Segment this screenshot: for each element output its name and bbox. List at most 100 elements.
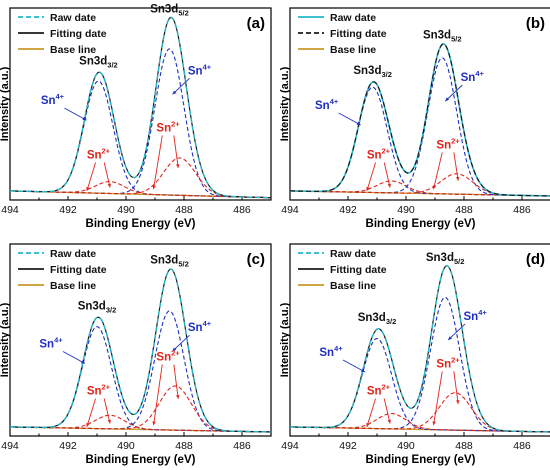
panel-label: (a) xyxy=(247,15,265,32)
peak-label-3d52-subscript: 5/2 xyxy=(451,34,461,43)
peak-label-3d52: Sn3d5/2 xyxy=(426,252,465,266)
raw-data-line xyxy=(289,265,550,433)
panel-label: (b) xyxy=(526,15,545,32)
sn2-arrow-left-2-head xyxy=(107,419,111,424)
sn4-label-right: Sn4+ xyxy=(188,62,212,77)
component-peak-sn2-3 xyxy=(9,385,272,433)
sn2-label-left-main: Sn xyxy=(87,386,102,398)
panel-label: (d) xyxy=(526,251,545,268)
legend-entry: Fitting date xyxy=(330,28,387,40)
legend-entry: Base line xyxy=(50,280,96,292)
peak-label-3d52: Sn3d5/2 xyxy=(150,255,189,269)
legend-entry: Raw date xyxy=(330,248,376,260)
sn2-arrow-right-2-head xyxy=(176,395,180,399)
sn2-label-right: Sn2+ xyxy=(156,349,180,364)
x-tick-label: 494 xyxy=(281,440,299,452)
legend-entry: Fitting date xyxy=(50,264,107,276)
x-tick-label: 492 xyxy=(59,440,77,452)
peak-label-3d32: Sn3d3/2 xyxy=(78,301,117,315)
sn2-arrow-left-1-head xyxy=(366,186,370,191)
sn4-arrow-right xyxy=(444,84,463,102)
peak-label-3d52-subscript: 5/2 xyxy=(454,257,464,266)
peak-label-3d32-subscript: 3/2 xyxy=(381,70,391,79)
sn2-label-left-main: Sn xyxy=(87,150,102,162)
x-tick-label: 494 xyxy=(281,204,299,216)
sn4-label-right-main: Sn xyxy=(461,72,476,84)
peak-label-3d52-subscript: 5/2 xyxy=(178,8,188,17)
sn2-arrow-left-1 xyxy=(366,162,376,192)
sn2-label-right: Sn2+ xyxy=(156,119,180,134)
sn2-label-right-superscript: 2+ xyxy=(171,119,180,128)
sn2-arrow-right-1 xyxy=(433,152,443,190)
x-tick-label: 492 xyxy=(339,440,357,452)
sn4-label-right-main: Sn xyxy=(464,311,479,323)
sn4-arrow-left-head xyxy=(82,116,87,121)
sn2-label-right-superscript: 2+ xyxy=(171,349,180,358)
sn4-label-left-main: Sn xyxy=(41,95,56,107)
sn4-arrow-left-head xyxy=(356,121,361,126)
sn2-arrow-left-2 xyxy=(383,162,391,188)
x-tick-label: 488 xyxy=(175,204,193,216)
x-tick-label: 490 xyxy=(397,204,415,216)
peak-label-3d32-subscript: 3/2 xyxy=(106,306,116,315)
sn4-label-left: Sn4+ xyxy=(39,335,63,350)
sn4-arrow-right-head xyxy=(448,336,452,340)
peak-label-3d52: Sn3d5/2 xyxy=(423,29,462,43)
sn2-label-left: Sn2+ xyxy=(87,383,111,398)
sn2-label-right-main: Sn xyxy=(156,122,171,134)
x-tick-label: 490 xyxy=(117,440,135,452)
sn2-label-right-main: Sn xyxy=(436,139,451,151)
legend-entry: Raw date xyxy=(330,12,376,24)
sn2-arrow-right-1 xyxy=(153,135,163,190)
sn2-arrow-left-2 xyxy=(103,162,111,188)
sn2-arrow-right-2-head xyxy=(455,400,460,404)
sn2-label-left-superscript: 2+ xyxy=(102,147,111,156)
peak-label-3d52-subscript: 5/2 xyxy=(178,260,188,269)
legend-entry: Fitting date xyxy=(330,264,387,276)
x-tick-label: 492 xyxy=(59,204,77,216)
peak-label-3d52-main: Sn3d xyxy=(150,3,178,15)
chart-panel-3: Intensity (a.u.) 494 492 490 488 486 Binding E… xyxy=(279,243,550,466)
sn4-arrow-left xyxy=(342,359,366,373)
sn2-arrow-left-2 xyxy=(383,398,391,424)
sn4-label-left-main: Sn xyxy=(39,338,54,350)
sn4-arrow-right-head xyxy=(172,90,177,95)
peak-label-3d32: Sn3d3/2 xyxy=(79,55,118,69)
x-tick-label: 492 xyxy=(339,204,357,216)
sn2-arrow-right-2 xyxy=(453,371,459,405)
chart-panel-2: Intensity (a.u.) 494 492 490 488 486 Binding E… xyxy=(0,243,272,466)
sn4-label-left-superscript: 4+ xyxy=(334,344,343,353)
sn4-label-left: Sn4+ xyxy=(41,92,65,107)
sn4-arrow-left-head xyxy=(361,368,365,373)
sn4-label-right-main: Sn xyxy=(188,322,203,334)
sn2-label-left-superscript: 2+ xyxy=(382,147,391,156)
sn4-label-right: Sn4+ xyxy=(188,319,212,334)
y-axis-label: Intensity (a.u.) xyxy=(279,302,291,377)
peak-label-3d32-main: Sn3d xyxy=(78,301,106,313)
legend-entry: Fitting date xyxy=(50,28,107,40)
sn4-arrow-right-head xyxy=(172,347,177,352)
sn4-label-left-superscript: 4+ xyxy=(330,97,339,106)
sn2-label-right-superscript: 2+ xyxy=(451,136,460,145)
sn4-label-left: Sn4+ xyxy=(319,344,343,359)
sn4-label-right-superscript: 4+ xyxy=(478,308,487,317)
x-tick-label: 486 xyxy=(233,440,251,452)
plot-frame xyxy=(9,7,272,201)
legend-entry: Base line xyxy=(330,44,376,56)
sn4-label-right-superscript: 4+ xyxy=(203,62,212,71)
x-tick-label: 488 xyxy=(175,440,193,452)
sn4-arrow-left xyxy=(338,112,361,126)
sn2-arrow-left-1 xyxy=(86,162,96,192)
sn2-label-left-superscript: 2+ xyxy=(102,383,111,392)
sn4-label-right-superscript: 4+ xyxy=(475,69,484,78)
peak-label-3d52-main: Sn3d xyxy=(423,29,451,41)
sn4-arrow-right xyxy=(447,323,466,341)
y-axis-label: Intensity (a.u.) xyxy=(0,302,11,377)
peak-label-3d32-subscript: 3/2 xyxy=(107,60,117,69)
sn4-arrow-left xyxy=(62,351,86,364)
x-tick-label: 486 xyxy=(513,440,531,452)
sn4-label-left-main: Sn xyxy=(315,100,330,112)
x-tick-label: 490 xyxy=(117,204,135,216)
x-axis-label: Binding Energy (eV) xyxy=(366,454,476,466)
